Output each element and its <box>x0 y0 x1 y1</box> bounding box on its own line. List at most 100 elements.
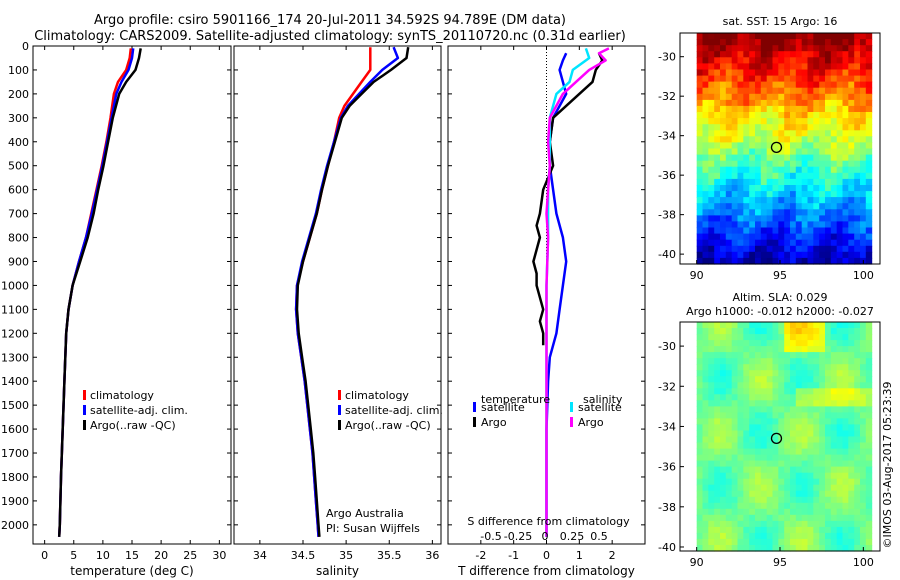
map-cell <box>795 245 803 253</box>
map-cell <box>860 472 867 480</box>
map-y-tick-label: -38 <box>658 501 676 514</box>
map-cell <box>784 370 791 377</box>
map-cell <box>708 478 715 486</box>
map-cell <box>714 239 721 247</box>
map-cell <box>795 490 803 498</box>
map-cell <box>749 358 756 365</box>
map-cell <box>801 209 809 216</box>
map-cell <box>702 251 709 259</box>
map-cell <box>836 538 844 546</box>
map-cell <box>772 460 779 468</box>
map-cell <box>830 239 838 247</box>
map-cell <box>766 466 774 474</box>
map-cell <box>760 239 768 247</box>
map-cell <box>708 130 715 137</box>
map-cell <box>848 358 855 365</box>
map-cell <box>731 448 739 456</box>
map-cell <box>784 148 791 156</box>
map-cell <box>830 460 838 468</box>
map-cell <box>731 203 739 210</box>
map-cell <box>784 239 791 247</box>
map-cell <box>790 490 797 498</box>
map-cell <box>836 460 844 468</box>
map-cell <box>819 364 826 371</box>
map-cell <box>737 172 744 180</box>
map-cell <box>825 142 832 150</box>
map-cell <box>848 514 855 522</box>
map-cell <box>772 382 779 389</box>
map-cell <box>860 484 867 492</box>
map-cell <box>819 166 826 174</box>
map-cell <box>836 448 844 456</box>
map-cell <box>708 424 715 431</box>
legend-swatch-temperature <box>83 405 86 415</box>
map-cell <box>848 460 855 468</box>
map-cell <box>819 39 826 46</box>
map-cell <box>784 478 791 486</box>
map-cell <box>755 448 762 456</box>
map-cell <box>720 87 727 95</box>
map-cell <box>696 69 704 77</box>
map-cell <box>772 484 779 492</box>
legend-label-salinity: satellite-adj. clim. <box>345 404 443 417</box>
map-cell <box>778 245 785 253</box>
map-cell <box>708 514 715 522</box>
map-cell <box>790 334 797 341</box>
map-cell <box>772 340 779 347</box>
map-cell <box>795 460 803 468</box>
y-tick-label: 1700 <box>1 447 29 460</box>
map-cell <box>720 130 727 137</box>
map-cell <box>860 124 867 131</box>
map-cell <box>854 239 861 247</box>
map-cell <box>807 160 814 168</box>
map-cell <box>714 148 721 156</box>
map-cell <box>784 112 791 119</box>
map-cell <box>819 370 826 377</box>
map-cell <box>731 460 739 468</box>
map-cell <box>766 538 774 546</box>
map-cell <box>836 51 844 58</box>
map-cell <box>860 532 867 540</box>
map-cell <box>720 502 727 510</box>
y-tick-label: 1800 <box>1 471 29 484</box>
map-cell <box>854 376 861 383</box>
map-cell <box>830 376 838 383</box>
map-cell <box>725 69 733 77</box>
map-cell <box>696 160 704 168</box>
x-tick-label-difference: -2 <box>475 549 486 562</box>
map-cell <box>743 424 750 431</box>
map-cell <box>696 472 704 480</box>
map-cell <box>848 166 855 174</box>
map-cell <box>737 33 744 40</box>
map-cell <box>801 142 809 150</box>
map-cell <box>696 454 704 462</box>
map-cell <box>766 496 774 504</box>
map-cell <box>743 370 750 377</box>
map-cell <box>836 118 844 125</box>
map-cell <box>795 334 803 341</box>
map-cell <box>760 160 768 168</box>
map-cell <box>784 191 791 198</box>
map-cell <box>836 75 844 83</box>
map-cell <box>755 172 762 180</box>
map-cell <box>801 436 809 444</box>
map-cell <box>860 221 867 229</box>
map-cell <box>778 388 785 395</box>
map-cell <box>737 93 744 101</box>
map-cell <box>813 87 820 95</box>
map-cell <box>784 45 791 52</box>
map-cell <box>778 490 785 498</box>
map-cell <box>696 209 704 216</box>
map-cell <box>755 376 762 383</box>
map-cell <box>830 448 838 456</box>
map-cell <box>760 346 768 353</box>
map-cell <box>830 166 838 174</box>
map-cell <box>790 388 797 395</box>
map-cell <box>848 233 855 241</box>
y-tick-label: 1500 <box>1 399 29 412</box>
map-cell <box>755 215 762 223</box>
map-cell <box>836 382 844 389</box>
map-cell <box>749 63 756 71</box>
map-cell <box>708 142 715 150</box>
map-cell <box>801 454 809 462</box>
